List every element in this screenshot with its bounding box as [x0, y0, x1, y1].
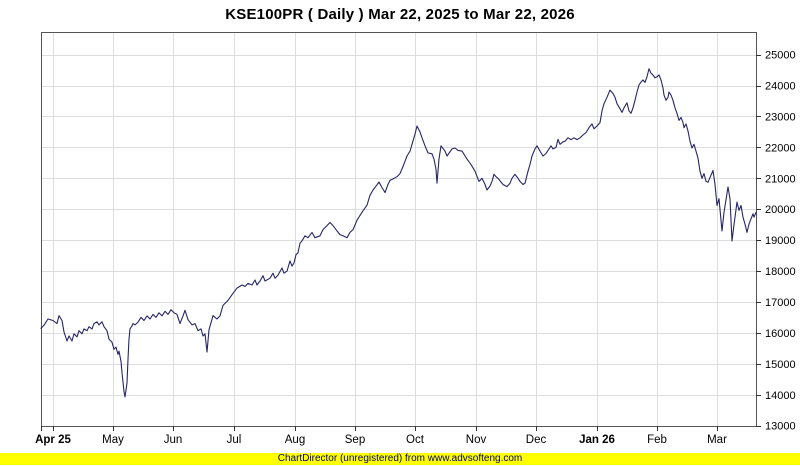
x-tick-label: Sep [345, 434, 365, 446]
y-axis-labels: 13000 14000 15000 16000 17000 18000 19000 20000… [765, 50, 796, 433]
y-tick-label: 18000 [765, 266, 796, 278]
x-tick-label: Jan 26 [579, 434, 615, 446]
x-tick-label: Feb [647, 434, 667, 446]
x-tick-label: Apr 25 [35, 434, 71, 446]
y-tick-label: 25000 [765, 50, 796, 62]
y-tick-label: 13000 [765, 421, 796, 433]
axis-ticks [41, 55, 761, 431]
y-tick-label: 16000 [765, 328, 796, 340]
x-tick-label: Dec [526, 434, 547, 446]
price-line-series [40, 68, 757, 398]
x-tick-label: Oct [406, 434, 425, 446]
y-tick-label: 23000 [765, 111, 796, 123]
x-tick-label: Mar [707, 434, 727, 446]
chart-title: KSE100PR ( Daily ) Mar 22, 2025 to Mar 2… [225, 6, 575, 23]
y-tick-label: 15000 [765, 359, 796, 371]
x-tick-label: Jun [164, 434, 183, 446]
footer-credit-text: ChartDirector (unregistered) from www.ad… [277, 453, 523, 464]
x-tick-label: Aug [285, 434, 305, 446]
y-tick-label: 21000 [765, 173, 796, 185]
y-tick-label: 22000 [765, 142, 796, 154]
x-tick-label: Nov [466, 434, 487, 446]
x-tick-label: Jul [227, 434, 242, 446]
x-axis-labels: Apr 25 May Jun Jul Aug Sep Oct Nov Dec Jan 26 Feb M… [35, 434, 727, 446]
y-tick-label: 17000 [765, 297, 796, 309]
footer-banner: ChartDirector (unregistered) from www.ad… [0, 453, 800, 465]
gridlines [41, 32, 756, 426]
y-tick-label: 19000 [765, 235, 796, 247]
y-tick-label: 14000 [765, 390, 796, 402]
y-tick-label: 20000 [765, 204, 796, 216]
x-tick-label: May [102, 434, 124, 446]
y-tick-label: 24000 [765, 81, 796, 93]
plot-border [41, 32, 757, 427]
